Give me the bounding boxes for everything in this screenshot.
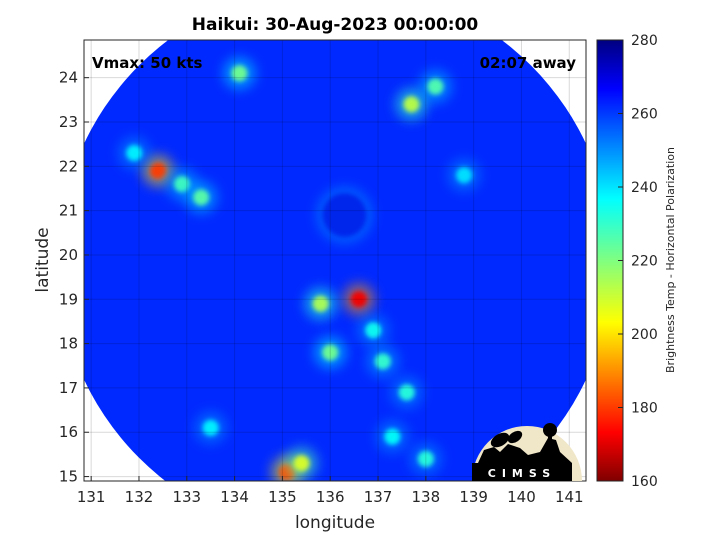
colorbar-tick-label: 180	[631, 401, 658, 417]
x-tick-label: 140	[507, 488, 536, 506]
y-axis-label: latitude	[33, 227, 53, 292]
x-tick-label: 134	[220, 488, 249, 506]
convection-feature	[304, 287, 337, 320]
x-tick-label: 131	[77, 488, 106, 506]
x-axis-label: longitude	[295, 513, 375, 533]
y-tick-label: 24	[59, 69, 78, 87]
convection-feature	[185, 181, 218, 214]
convection-feature	[395, 88, 428, 121]
convection-features	[118, 57, 481, 481]
convection-feature	[285, 447, 318, 480]
swath-background	[84, 40, 586, 481]
y-tick-label: 18	[59, 335, 78, 353]
cimss-logo: CIMSS	[472, 423, 582, 481]
y-tick-label: 20	[59, 246, 78, 264]
convection-feature	[342, 283, 375, 316]
satellite-dish-icon	[507, 430, 523, 444]
y-tick-label: 21	[59, 202, 78, 220]
chart-title: Haikui: 30-Aug-2023 00:00:00	[192, 15, 479, 35]
plot-area: 131 132 133 134 135 136 137 138 139 140 141 15 16 17…	[59, 39, 587, 506]
x-tick-label: 136	[316, 488, 345, 506]
convection-feature	[223, 57, 256, 90]
y-tick-label: 17	[59, 379, 78, 397]
x-tick-label: 139	[459, 488, 488, 506]
convection-feature	[316, 187, 373, 244]
colorbar-label: Brightness Temp - Horizontal Polarizatio…	[664, 147, 677, 373]
colorbar: 160 180 200 220 240 260 280 Brightness Temp - …	[596, 33, 677, 490]
colorbar-ticks: 160 180 200 220 240 260 280	[618, 33, 658, 490]
y-axis-ticks: 15 16 17 18 19 20 21 22 23 24	[59, 69, 89, 486]
x-tick-label: 141	[555, 488, 584, 506]
water-tower-icon	[543, 423, 557, 437]
convection-feature	[314, 336, 347, 369]
x-tick-label: 132	[125, 488, 154, 506]
x-tick-label: 138	[412, 488, 441, 506]
logo-text: CIMSS	[488, 467, 556, 480]
convection-feature	[366, 345, 399, 378]
time-away-annotation: 02:07 away	[480, 54, 577, 72]
convection-feature	[357, 314, 390, 347]
convection-feature	[409, 442, 442, 475]
y-tick-label: 19	[59, 290, 78, 308]
y-tick-label: 15	[59, 468, 78, 486]
convection-feature	[419, 70, 452, 103]
colorbar-tick-label: 240	[631, 180, 658, 196]
convection-feature	[142, 154, 175, 187]
plot-frame	[83, 39, 587, 482]
convection-feature	[448, 159, 481, 192]
vmax-annotation: Vmax: 50 kts	[92, 54, 202, 72]
convection-feature	[376, 420, 409, 453]
x-tick-label: 133	[172, 488, 201, 506]
logo-banner	[472, 463, 572, 481]
colorbar-tick-label: 200	[631, 327, 658, 343]
satellite-dish-icon	[490, 432, 510, 448]
convection-feature	[118, 137, 151, 170]
convection-feature	[390, 376, 423, 409]
microwave-swath	[84, 40, 586, 481]
gridlines	[84, 40, 586, 481]
convection-feature	[194, 411, 227, 444]
colorbar-tick-label: 260	[631, 107, 658, 123]
x-tick-label: 135	[268, 488, 297, 506]
colorbar-tick-label: 160	[631, 474, 658, 490]
y-tick-label: 16	[59, 423, 78, 441]
colorbar-tick-label: 280	[631, 33, 658, 49]
x-tick-label: 137	[364, 488, 393, 506]
colorbar-tick-label: 220	[631, 254, 658, 270]
y-tick-label: 22	[59, 157, 78, 175]
y-tick-label: 23	[59, 113, 78, 131]
